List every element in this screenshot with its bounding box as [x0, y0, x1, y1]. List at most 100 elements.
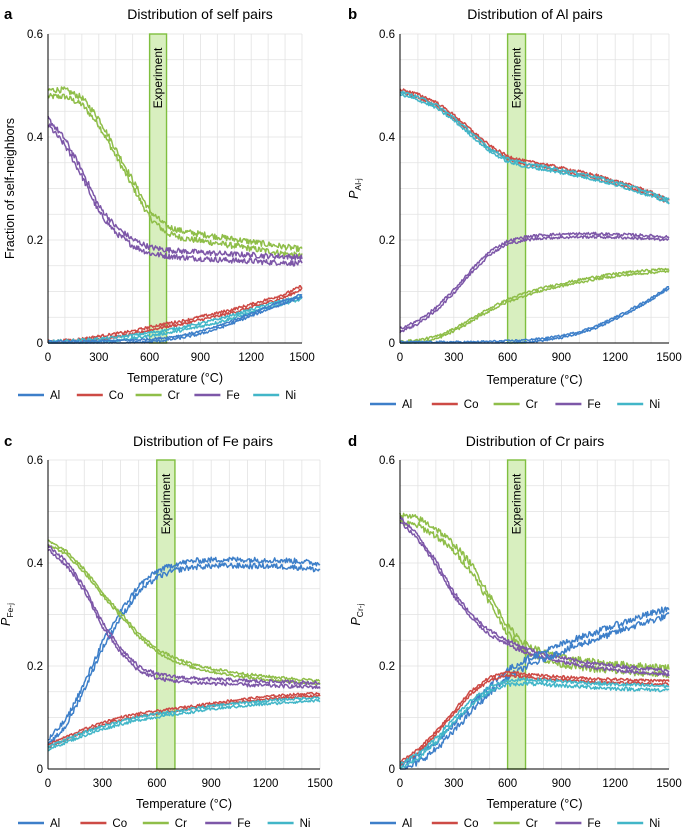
y-tick-label: 0.6	[379, 29, 395, 41]
y-axis-label: Fraction of self-neighbors	[3, 118, 17, 259]
legend-label: Al	[50, 818, 60, 828]
x-tick-label: 0	[397, 352, 403, 364]
legend-label: Fe	[226, 390, 239, 402]
y-axis-label-sub: Al-j	[353, 178, 363, 190]
y-tick-label: 0.2	[27, 235, 43, 247]
panel-c: Experiment 0 300 600 900 1200 1500 0 0.2 0.4 0.6 Di…	[0, 433, 333, 828]
y-axis-label-main: P	[349, 617, 363, 626]
series-line-fe	[47, 115, 303, 261]
series-line-ni	[47, 698, 321, 752]
x-tick-label: 1500	[656, 352, 682, 364]
legend-item-fe: Fe	[555, 818, 601, 828]
series-line-cr	[47, 92, 303, 259]
gridlines	[47, 459, 321, 770]
legend-label: Fe	[237, 818, 250, 828]
x-tick-label: 900	[202, 778, 221, 790]
experiment-label: Experiment	[151, 47, 165, 108]
y-tick-label: 0.6	[379, 455, 395, 467]
legend-label: Al	[402, 399, 412, 411]
legend-label: Ni	[649, 818, 660, 828]
legend-label: Al	[50, 390, 60, 402]
y-tick-label: 0.6	[27, 29, 43, 41]
chart-title: Distribution of Fe pairs	[133, 433, 273, 449]
legend-label: Cr	[175, 818, 187, 828]
series-line-fe	[47, 123, 303, 267]
series-line-cr	[400, 269, 670, 344]
legend-item-al: Al	[370, 399, 412, 411]
y-tick-label: 0	[37, 764, 43, 776]
legend-label: Co	[464, 399, 479, 411]
legend-item-co: Co	[431, 818, 479, 828]
y-axis-label-sub: Cr-j	[355, 603, 365, 617]
series-line-cr	[399, 512, 670, 672]
x-axis-label: Temperature (°C)	[487, 373, 583, 387]
chart-title: Distribution of Cr pairs	[466, 433, 605, 449]
series-line-fe	[399, 515, 670, 673]
x-tick-label: 600	[147, 778, 166, 790]
legend-item-cr: Cr	[493, 399, 538, 411]
series-cr	[47, 86, 303, 259]
series-line-cr	[47, 539, 321, 683]
legend-label: Cr	[168, 390, 180, 402]
series-fe	[47, 544, 321, 690]
panel-d: Experiment 0 300 600 900 1200 1500 0 0.2 0.4 0.6 Di…	[348, 433, 682, 828]
legend-item-co: Co	[76, 390, 124, 402]
y-tick-label: 0.4	[27, 132, 44, 144]
y-tick-label: 0.4	[379, 558, 396, 570]
legend-item-cr: Cr	[142, 818, 187, 828]
series-ni	[399, 90, 670, 205]
series-line-cr	[47, 86, 303, 253]
y-axis-label: PFe-j	[0, 603, 15, 626]
x-tick-label: 1200	[253, 778, 279, 790]
series-line-ni	[48, 294, 303, 344]
y-tick-label: 0.2	[27, 661, 43, 673]
x-tick-label: 900	[552, 352, 571, 364]
series-line-al	[47, 562, 321, 746]
legend: Al Co Cr Fe Ni	[18, 818, 310, 828]
y-axis-label: PCr-j	[349, 603, 365, 625]
x-tick-label: 900	[191, 352, 210, 364]
legend-label: Ni	[649, 399, 660, 411]
x-tick-label: 900	[552, 778, 571, 790]
experiment-label: Experiment	[510, 473, 524, 534]
y-tick-label: 0.6	[27, 455, 43, 467]
series-co	[47, 284, 303, 344]
panel-a: Experiment 0 300 600 900 1200 1500 0 0.2 0.4 0.6 Di…	[3, 6, 315, 402]
series-line-co	[48, 287, 303, 344]
experiment-label: Experiment	[510, 47, 524, 108]
x-axis-label: Temperature (°C)	[487, 797, 583, 811]
y-axis-label-main: P	[347, 190, 361, 199]
series-line-co	[399, 670, 670, 764]
x-tick-label: 1200	[602, 352, 628, 364]
legend-label: Co	[464, 818, 479, 828]
series-al	[47, 556, 321, 746]
legend-item-ni: Ni	[617, 818, 660, 828]
x-tick-label: 1500	[656, 778, 682, 790]
series-line-fe	[47, 548, 321, 690]
panel-b: Experiment 0 300 600 900 1200 1500 0 0.2 0.4 0.6 Di…	[347, 6, 682, 411]
series-cr	[399, 267, 670, 344]
series-line-ni	[399, 681, 670, 770]
panel-letter: b	[348, 6, 357, 23]
x-tick-label: 1200	[602, 778, 628, 790]
legend: Al Co Cr Fe Ni	[18, 390, 296, 402]
x-tick-label: 1500	[289, 352, 315, 364]
series-line-co	[47, 284, 303, 343]
series-line-al	[47, 556, 321, 741]
legend-item-fe: Fe	[194, 390, 240, 402]
legend-item-co: Co	[431, 399, 479, 411]
legend-label: Ni	[300, 818, 311, 828]
chart-title: Distribution of self pairs	[127, 6, 273, 22]
legend-label: Fe	[587, 399, 600, 411]
y-tick-label: 0.4	[379, 132, 396, 144]
x-tick-label: 0	[45, 778, 51, 790]
gridlines	[399, 459, 670, 770]
series-ni	[399, 677, 670, 770]
series-line-ni	[47, 696, 321, 749]
legend-item-fe: Fe	[205, 818, 251, 828]
legend-item-cr: Cr	[135, 390, 180, 402]
x-tick-label: 300	[93, 778, 112, 790]
y-tick-label: 0.2	[379, 235, 395, 247]
x-tick-label: 0	[397, 778, 403, 790]
